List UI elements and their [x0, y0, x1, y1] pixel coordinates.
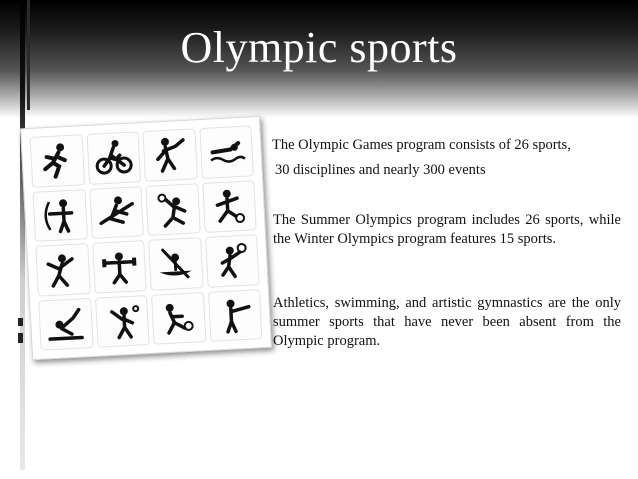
decor-tick	[18, 318, 23, 326]
rowing-icon	[88, 185, 144, 239]
handball-icon	[150, 291, 207, 345]
volleyball-icon	[145, 182, 201, 236]
paragraph-1-line-1: The Olympic Games program consists of 26…	[272, 137, 571, 153]
archery-icon	[32, 188, 88, 242]
badminton-icon	[94, 294, 150, 348]
football-icon	[201, 179, 257, 233]
weightlifting-icon	[91, 240, 147, 294]
gymnastics-icon	[38, 297, 94, 351]
sports-pictogram-card	[20, 115, 272, 361]
hockey-icon	[142, 128, 198, 182]
left-decor-bar	[20, 0, 25, 470]
title-bar	[0, 0, 638, 118]
pictogram-grid	[29, 125, 263, 351]
decor-tick	[18, 333, 23, 343]
swimming-icon	[198, 125, 254, 179]
cycling-icon	[85, 131, 142, 185]
paragraph-2: The Summer Olympics program includes 26 …	[273, 212, 621, 247]
basketball-icon	[204, 234, 260, 288]
paragraph-1-line-2: 30 disciplines and nearly 300 events	[275, 162, 486, 178]
shooting-icon	[207, 288, 263, 342]
canoe-icon	[148, 237, 204, 291]
left-decor-bar-secondary	[27, 0, 30, 110]
paragraph-3: Athletics, swimming, and artistic gymnas…	[273, 295, 621, 349]
running-icon	[29, 134, 85, 188]
slide-title: Olympic sports	[180, 23, 458, 72]
baseball-icon	[35, 243, 91, 297]
